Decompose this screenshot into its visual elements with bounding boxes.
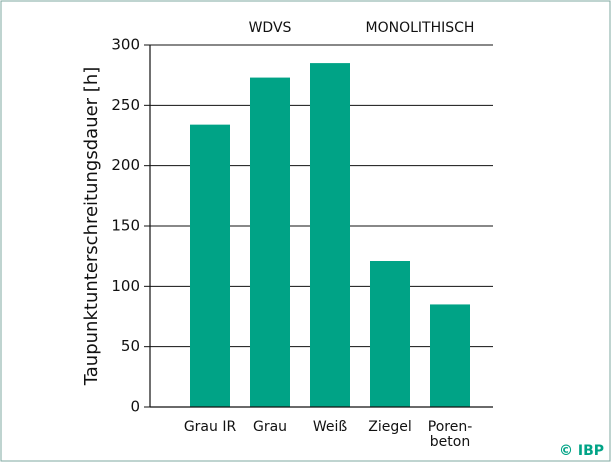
y-tick-label: 100 xyxy=(111,277,140,295)
bar xyxy=(310,63,350,407)
x-tick-label: Grau IR xyxy=(184,419,237,435)
y-tick-label: 250 xyxy=(111,96,140,114)
x-tick-label: Grau xyxy=(253,419,287,435)
x-tick-label: Ziegel xyxy=(368,419,411,435)
y-tick-label: 300 xyxy=(111,36,140,54)
bar xyxy=(190,124,230,407)
bar xyxy=(370,260,410,407)
group-label: WDVS xyxy=(249,20,292,36)
bar xyxy=(250,77,290,407)
y-axis-label: Taupunktunterschreitungsdauer [h] xyxy=(81,67,102,386)
group-label: MONOLITHISCH xyxy=(366,20,475,36)
y-tick-label: 0 xyxy=(130,398,140,416)
x-tick-label: Poren-beton xyxy=(428,419,473,450)
credit: © IBP xyxy=(559,443,604,459)
y-tick-label: 150 xyxy=(111,217,140,235)
y-tick-label: 200 xyxy=(111,156,140,174)
bar xyxy=(430,304,470,407)
x-tick-label: Weiß xyxy=(313,419,348,435)
y-tick-label: 50 xyxy=(121,337,140,355)
